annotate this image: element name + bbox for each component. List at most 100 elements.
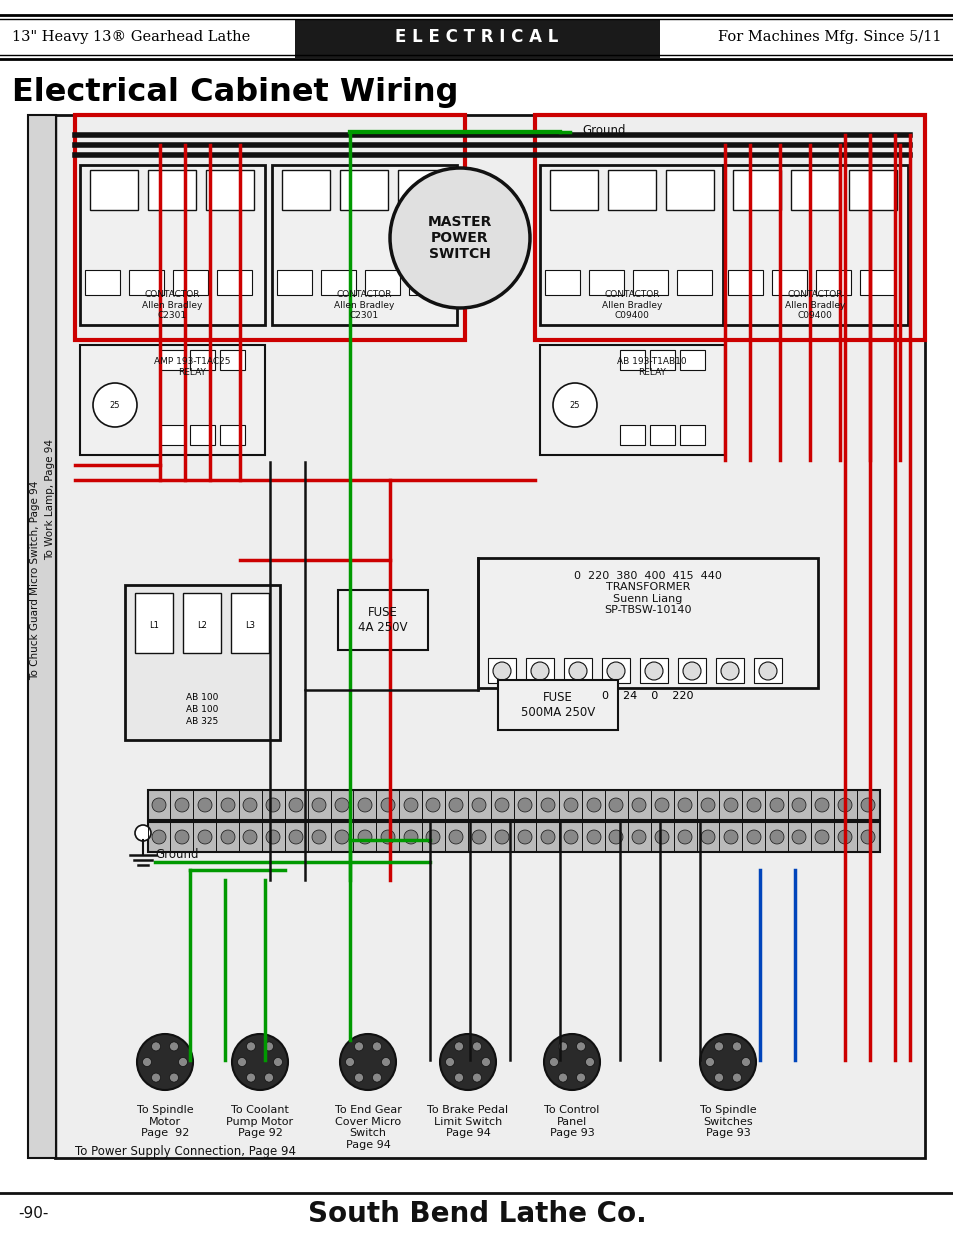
Circle shape: [335, 798, 349, 811]
Circle shape: [608, 830, 622, 844]
Circle shape: [449, 798, 462, 811]
Circle shape: [732, 1042, 740, 1051]
Text: To Power Supply Connection, Page 94: To Power Supply Connection, Page 94: [75, 1146, 295, 1158]
Text: 25: 25: [569, 400, 579, 410]
Circle shape: [837, 798, 851, 811]
Text: E L E C T R I C A L: E L E C T R I C A L: [395, 28, 558, 46]
Circle shape: [381, 1057, 390, 1067]
Text: 0    24    0    220: 0 24 0 220: [601, 692, 693, 701]
Circle shape: [714, 1073, 722, 1082]
Text: 0  220  380  400  415  440
TRANSFORMER
Suenn Liang
SP-TBSW-10140: 0 220 380 400 415 440 TRANSFORMER Suenn …: [574, 571, 721, 615]
Circle shape: [243, 798, 256, 811]
Bar: [80, 345, 265, 454]
Bar: [539, 345, 724, 454]
Text: 25: 25: [110, 400, 120, 410]
Bar: [633, 270, 667, 295]
Bar: [535, 115, 924, 340]
Circle shape: [549, 1057, 558, 1067]
Circle shape: [454, 1073, 463, 1082]
Circle shape: [472, 798, 485, 811]
Circle shape: [606, 662, 624, 680]
Circle shape: [493, 662, 511, 680]
Bar: [365, 270, 399, 295]
Circle shape: [345, 1057, 355, 1067]
Circle shape: [517, 830, 532, 844]
Bar: [160, 350, 185, 370]
Bar: [488, 658, 516, 683]
Circle shape: [221, 798, 234, 811]
Circle shape: [449, 830, 462, 844]
Circle shape: [608, 798, 622, 811]
Text: To End Gear
Cover Micro
Switch
Page 94: To End Gear Cover Micro Switch Page 94: [335, 1105, 401, 1150]
Circle shape: [380, 830, 395, 844]
Circle shape: [357, 798, 372, 811]
Circle shape: [266, 798, 280, 811]
Text: L3: L3: [245, 620, 254, 630]
Bar: [753, 658, 781, 683]
Bar: [125, 585, 280, 740]
Circle shape: [720, 662, 739, 680]
Circle shape: [861, 830, 874, 844]
Circle shape: [472, 1042, 481, 1051]
Bar: [183, 593, 221, 653]
Bar: [272, 165, 456, 325]
Circle shape: [576, 1073, 585, 1082]
Text: 13" Heavy 13® Gearhead Lathe: 13" Heavy 13® Gearhead Lathe: [12, 30, 250, 44]
Circle shape: [655, 798, 668, 811]
Circle shape: [740, 1057, 750, 1067]
Bar: [665, 170, 713, 210]
Circle shape: [563, 798, 578, 811]
Circle shape: [576, 1042, 585, 1051]
Text: CONTACTOR
Allen Bradley
C09400: CONTACTOR Allen Bradley C09400: [601, 290, 661, 320]
Bar: [148, 823, 879, 852]
Circle shape: [644, 662, 662, 680]
Circle shape: [426, 830, 439, 844]
Circle shape: [791, 798, 805, 811]
Bar: [80, 165, 265, 325]
Bar: [732, 170, 781, 210]
Circle shape: [178, 1057, 188, 1067]
Text: To Coolant
Pump Motor
Page 92: To Coolant Pump Motor Page 92: [226, 1105, 294, 1139]
Bar: [607, 170, 656, 210]
Circle shape: [705, 1057, 714, 1067]
Circle shape: [266, 830, 280, 844]
Circle shape: [152, 1073, 160, 1082]
Text: FUSE
4A 250V: FUSE 4A 250V: [358, 606, 407, 634]
Circle shape: [403, 798, 417, 811]
Circle shape: [237, 1057, 246, 1067]
Circle shape: [495, 830, 509, 844]
Circle shape: [246, 1042, 255, 1051]
Circle shape: [152, 798, 166, 811]
Circle shape: [586, 830, 600, 844]
Text: CONTACTOR
Allen Bradley
C2301: CONTACTOR Allen Bradley C2301: [142, 290, 202, 320]
Circle shape: [769, 798, 783, 811]
Bar: [859, 270, 894, 295]
Circle shape: [312, 830, 326, 844]
Bar: [397, 170, 446, 210]
Bar: [55, 115, 924, 1158]
Circle shape: [531, 662, 548, 680]
Bar: [190, 425, 214, 445]
Circle shape: [769, 830, 783, 844]
Bar: [339, 170, 388, 210]
Circle shape: [481, 1057, 490, 1067]
Bar: [337, 590, 428, 650]
Circle shape: [700, 830, 714, 844]
Circle shape: [563, 830, 578, 844]
Bar: [85, 270, 120, 295]
Circle shape: [198, 798, 212, 811]
Circle shape: [495, 798, 509, 811]
Text: CONTACTOR
Allen Bradley
C09400: CONTACTOR Allen Bradley C09400: [784, 290, 844, 320]
Bar: [790, 170, 838, 210]
Circle shape: [631, 830, 645, 844]
Bar: [550, 170, 598, 210]
Circle shape: [517, 798, 532, 811]
Bar: [563, 658, 592, 683]
Circle shape: [472, 830, 485, 844]
Circle shape: [221, 830, 234, 844]
Circle shape: [700, 1034, 755, 1091]
Bar: [220, 350, 245, 370]
Circle shape: [682, 662, 700, 680]
Circle shape: [170, 1073, 178, 1082]
Circle shape: [170, 1042, 178, 1051]
